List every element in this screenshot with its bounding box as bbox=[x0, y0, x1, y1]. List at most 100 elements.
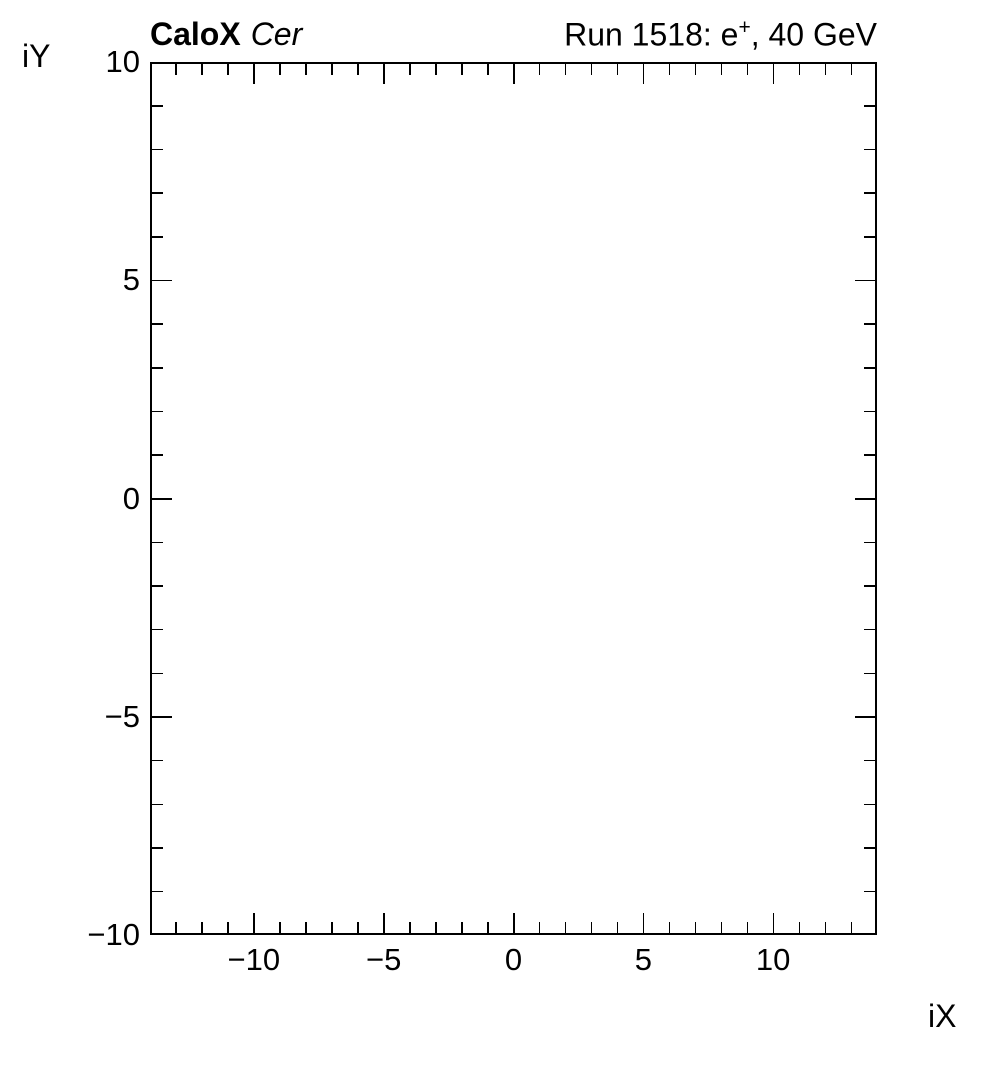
axis-tick bbox=[850, 64, 853, 75]
x-tick-label: −5 bbox=[365, 942, 402, 977]
axis-tick bbox=[152, 323, 163, 325]
axis-tick bbox=[864, 890, 875, 893]
axis-tick bbox=[227, 922, 229, 933]
axis-tick bbox=[152, 367, 163, 369]
axis-tick bbox=[864, 148, 875, 151]
axis-tick bbox=[850, 922, 853, 933]
axis-tick bbox=[152, 454, 163, 456]
axis-tick bbox=[227, 64, 229, 75]
x-tick-label: 0 bbox=[504, 942, 523, 977]
axis-tick bbox=[864, 803, 875, 806]
axis-tick bbox=[152, 105, 163, 107]
axis-tick bbox=[864, 454, 875, 456]
title-cer: Cer bbox=[250, 16, 303, 52]
x-tick-label: −10 bbox=[227, 942, 281, 977]
axis-tick bbox=[152, 541, 163, 544]
axis-tick bbox=[694, 922, 697, 933]
axis-tick bbox=[331, 922, 333, 933]
axis-tick bbox=[409, 922, 411, 933]
axis-tick bbox=[864, 847, 875, 849]
run-title-sup: + bbox=[738, 16, 751, 39]
axis-tick bbox=[409, 64, 411, 75]
axis-tick bbox=[864, 759, 875, 762]
axis-tick bbox=[720, 922, 723, 933]
y-tick-label: 10 bbox=[105, 44, 140, 79]
axis-tick bbox=[864, 541, 875, 544]
axis-tick bbox=[564, 922, 567, 933]
axis-tick bbox=[253, 913, 255, 933]
axis-tick bbox=[564, 64, 567, 75]
axis-tick bbox=[864, 672, 875, 675]
axis-tick bbox=[435, 922, 437, 933]
axis-tick bbox=[798, 64, 801, 75]
axis-tick bbox=[152, 847, 163, 849]
axis-tick bbox=[152, 716, 172, 718]
axis-tick bbox=[152, 498, 172, 500]
axis-tick bbox=[279, 922, 281, 933]
axis-tick bbox=[201, 64, 203, 75]
axis-tick bbox=[152, 890, 163, 893]
axis-tick bbox=[513, 913, 515, 933]
axis-tick bbox=[461, 64, 463, 75]
axis-tick bbox=[538, 922, 541, 933]
axis-tick bbox=[864, 236, 875, 238]
axis-tick bbox=[616, 922, 619, 933]
axis-tick bbox=[305, 922, 307, 933]
axis-tick bbox=[152, 585, 163, 587]
run-title-post: , 40 GeV bbox=[750, 16, 877, 53]
axis-tick bbox=[152, 192, 163, 194]
x-tick-label: 5 bbox=[634, 942, 652, 977]
axis-tick bbox=[152, 148, 163, 151]
axis-tick bbox=[279, 64, 281, 75]
axis-tick bbox=[152, 279, 172, 282]
axis-tick bbox=[590, 64, 593, 75]
axis-tick bbox=[864, 585, 875, 587]
axis-tick bbox=[824, 64, 827, 75]
axis-tick bbox=[487, 922, 489, 933]
x-axis-title: iX bbox=[928, 998, 957, 1034]
title-calox: CaloX bbox=[150, 16, 241, 52]
axis-tick bbox=[864, 367, 875, 369]
axis-tick bbox=[798, 922, 801, 933]
axis-tick bbox=[175, 64, 177, 75]
y-axis-title: iY bbox=[22, 38, 51, 74]
axis-tick bbox=[772, 913, 775, 933]
axis-tick bbox=[152, 759, 163, 762]
plot-title-run: Run 1518: e+, 40 GeV bbox=[564, 16, 877, 54]
axis-tick bbox=[864, 323, 875, 325]
axis-tick bbox=[152, 628, 163, 631]
axis-tick bbox=[746, 922, 749, 933]
axis-tick bbox=[253, 64, 255, 84]
axis-tick bbox=[855, 498, 875, 500]
axis-tick bbox=[668, 922, 671, 933]
axis-tick bbox=[152, 803, 163, 806]
axis-tick bbox=[435, 64, 437, 75]
axis-tick bbox=[694, 64, 697, 75]
axis-tick bbox=[642, 913, 645, 933]
axis-tick bbox=[720, 64, 723, 75]
axis-tick bbox=[642, 64, 645, 84]
axis-tick bbox=[513, 64, 515, 84]
axis-tick bbox=[383, 913, 385, 933]
axis-tick bbox=[538, 64, 541, 75]
axis-tick bbox=[357, 922, 359, 933]
axis-tick bbox=[305, 64, 307, 75]
axis-tick bbox=[331, 64, 333, 75]
axis-tick bbox=[855, 716, 875, 718]
axis-tick bbox=[864, 105, 875, 107]
axis-tick bbox=[590, 922, 593, 933]
y-tick-label: −10 bbox=[87, 917, 140, 952]
y-tick-label: −5 bbox=[104, 698, 140, 734]
axis-tick bbox=[152, 672, 163, 675]
y-tick-label: 5 bbox=[122, 262, 140, 298]
plot-title-left: CaloX Cer bbox=[150, 16, 302, 53]
axis-tick bbox=[668, 64, 671, 75]
axis-tick bbox=[855, 279, 875, 282]
axis-tick bbox=[746, 64, 749, 75]
axis-tick bbox=[864, 192, 875, 194]
plot-frame bbox=[150, 62, 877, 935]
axis-tick bbox=[461, 922, 463, 933]
axis-tick bbox=[772, 64, 775, 84]
axis-tick bbox=[357, 64, 359, 75]
